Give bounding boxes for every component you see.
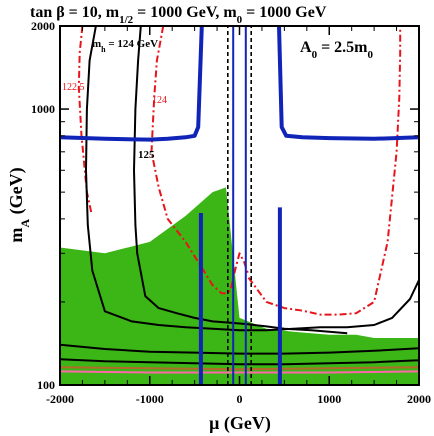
series-3-red-contour (247, 26, 402, 316)
series-8-brown-band (60, 366, 419, 371)
parameter-label: A0 = 2.5m0 (300, 39, 374, 61)
ticks-layer: -2000 -1000 0 1000 2000 100 1000 2000 (31, 19, 431, 406)
y-tick-label: 2000 (31, 19, 55, 33)
chart-title: tan β = 10, m1/2 = 1000 GeV, m0 = 1000 G… (30, 4, 327, 26)
series-7-black-contour (60, 358, 419, 366)
x-tick-label: -2000 (46, 392, 74, 406)
x-tick-label: 2000 (407, 392, 431, 406)
x-axis-title: μ (GeV) (209, 413, 271, 434)
contour-label-122-5: 122.5 (62, 82, 85, 93)
y-tick-label: 100 (37, 378, 55, 392)
x-tick-label: -1000 (136, 392, 164, 406)
contour-label-125: 125 (138, 149, 155, 161)
series-10-blue-contour (60, 26, 204, 142)
y-axis-title: mA (GeV) (6, 167, 32, 242)
series-2-red-contour (150, 26, 250, 295)
y-tick-label: 1000 (31, 102, 55, 116)
series-9-pink-line (60, 370, 419, 374)
x-tick-label: 0 (237, 392, 243, 406)
series-6-black-contour (60, 343, 419, 355)
higgs-mass-label: mh = 124 GeV (92, 38, 158, 54)
x-tick-label: 1000 (317, 392, 341, 406)
series-0-green-region (60, 187, 419, 385)
series-layer (60, 26, 419, 385)
series-1-red-contour (77, 26, 93, 214)
series-11-blue-contour (277, 26, 419, 141)
contour-label-124: 124 (152, 95, 167, 106)
